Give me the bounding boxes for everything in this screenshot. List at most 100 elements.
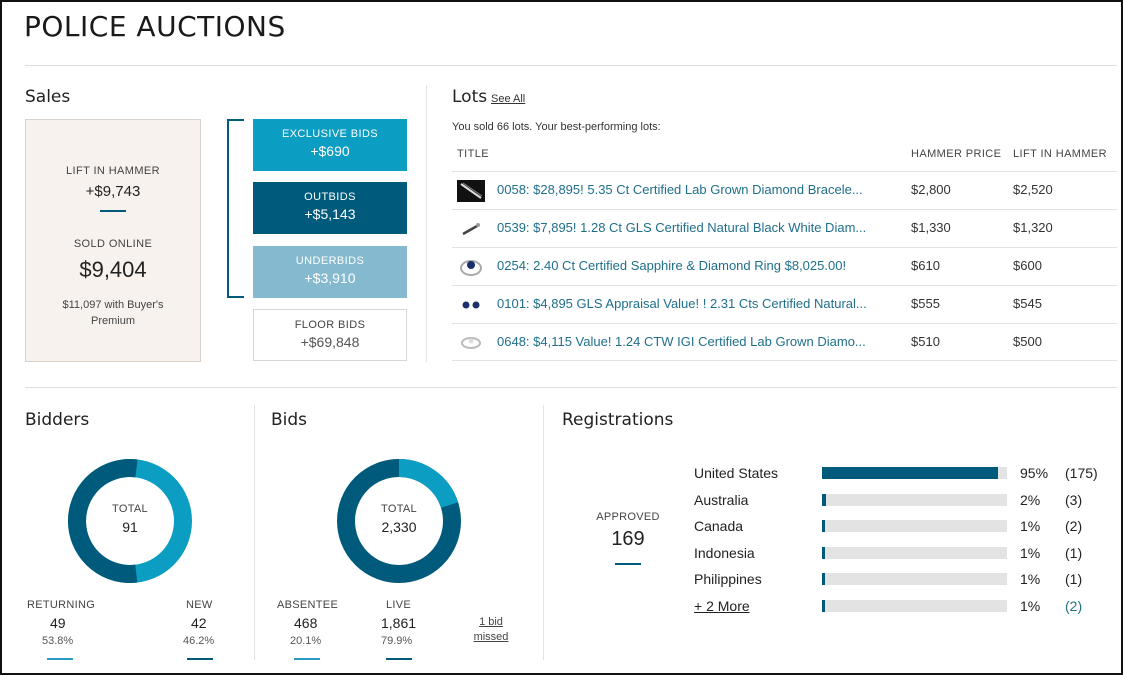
bids-total-label: TOTAL — [381, 503, 417, 515]
registration-pct: 1% — [1020, 518, 1041, 534]
bids-donut-absentee-arc — [337, 459, 461, 583]
registration-bar-fill — [822, 467, 998, 479]
registration-country: Indonesia — [694, 544, 755, 561]
bids-title: Bids — [271, 410, 308, 430]
sales-lots-divider — [426, 85, 427, 362]
new-underline — [187, 658, 213, 660]
bidders-total-value: 91 — [122, 519, 138, 535]
exclusive-bids-label: EXCLUSIVE BIDS — [281, 128, 379, 140]
registration-bar-fill — [822, 546, 825, 559]
underbids-label: UNDERBIDS — [295, 255, 365, 267]
lift-accent-line — [100, 210, 126, 212]
sales-summary-box: LIFT IN HAMMER +$9,743 SOLD ONLINE $9,40… — [25, 119, 201, 362]
outbids-value: +$5,143 — [304, 206, 356, 222]
more-countries-link[interactable]: + 2 More — [694, 597, 750, 614]
live-underline — [386, 658, 412, 660]
lot-title-link[interactable]: 0539: $7,895! 1.28 Ct GLS Certified Natu… — [497, 220, 867, 235]
registration-pct: 1% — [1020, 597, 1041, 614]
new-label: NEW — [186, 599, 213, 611]
page-title: POLICE AUCTIONS — [24, 10, 286, 43]
registration-pct: 95% — [1020, 465, 1049, 481]
exclusive-bids-value: +$690 — [310, 143, 350, 159]
registration-country: Philippines — [694, 571, 762, 587]
column-lift-in-hammer: LIFT IN HAMMER — [1013, 148, 1108, 160]
returning-label: RETURNING — [27, 599, 96, 611]
floor-bids-box: FLOOR BIDS +$69,848 — [253, 309, 407, 361]
lot-lift-in-hammer: $600 — [1013, 258, 1042, 273]
sold-online-label: SOLD ONLINE — [73, 238, 153, 250]
registration-count: (2) — [1065, 597, 1083, 614]
lift-in-hammer-value: +$9,743 — [85, 183, 141, 200]
lift-in-hammer-label: LIFT IN HAMMER — [65, 165, 160, 177]
returning-pct: 53.8% — [42, 635, 74, 647]
ring-icon — [460, 260, 482, 276]
registration-bar — [822, 467, 1007, 479]
table-row[interactable]: 0058: $28,895! 5.35 Ct Certified Lab Gro… — [452, 171, 1117, 209]
bidders-title: Bidders — [25, 410, 90, 430]
floor-bids-label: FLOOR BIDS — [294, 319, 366, 331]
registration-bar — [822, 546, 1007, 559]
new-pct: 46.2% — [183, 635, 215, 647]
lot-lift-in-hammer: $1,320 — [1013, 220, 1053, 235]
lot-hammer-price: $555 — [911, 296, 940, 311]
exclusive-bids-box: EXCLUSIVE BIDS +$690 — [253, 119, 407, 171]
column-hammer-price: HAMMER PRICE — [911, 148, 1002, 160]
lot-title-link[interactable]: 0648: $4,115 Value! 1.24 CTW IGI Certifi… — [497, 334, 866, 349]
bidders-donut — [68, 459, 192, 583]
outbids-box: OUTBIDS +$5,143 — [253, 182, 407, 234]
sold-online-value: $9,404 — [79, 257, 147, 282]
approved-value: 169 — [611, 528, 645, 550]
table-row[interactable]: 0648: $4,115 Value! 1.24 CTW IGI Certifi… — [452, 323, 1117, 361]
bids-bracket — [227, 119, 244, 298]
registration-count: (2) — [1065, 518, 1083, 534]
ring-icon — [461, 337, 481, 349]
absentee-underline — [294, 658, 320, 660]
table-row[interactable]: 0254: 2.40 Ct Certified Sapphire & Diamo… — [452, 247, 1117, 285]
registration-country: Australia — [694, 491, 749, 508]
lot-hammer-price: $510 — [911, 334, 940, 349]
registration-bar — [822, 520, 1007, 532]
lot-title-link[interactable]: 0101: $4,895 GLS Appraisal Value! ! 2.31… — [497, 296, 867, 311]
bids-missed-link[interactable]: 1 bid missed — [473, 616, 509, 643]
lots-summary: You sold 66 lots. Your best-performing l… — [452, 121, 661, 133]
table-row[interactable]: 0539: $7,895! 1.28 Ct GLS Certified Natu… — [452, 209, 1117, 247]
outbids-label: OUTBIDS — [304, 191, 356, 203]
earrings-icon — [462, 301, 480, 309]
registration-country: Canada — [694, 518, 744, 534]
live-pct: 79.9% — [381, 635, 413, 647]
new-value: 42 — [191, 615, 207, 631]
sales-title: Sales — [25, 87, 71, 107]
bracelet-icon — [457, 180, 485, 202]
bidders-total-label: TOTAL — [112, 503, 148, 515]
returning-value: 49 — [50, 615, 66, 631]
lots-title: Lots — [452, 87, 488, 107]
lot-title-link[interactable]: 0254: 2.40 Ct Certified Sapphire & Diamo… — [497, 258, 847, 273]
lot-hammer-price: $2,800 — [911, 182, 951, 197]
registration-count: (1) — [1065, 571, 1083, 587]
registration-bar — [822, 573, 1007, 585]
pendant-icon — [462, 223, 480, 236]
live-value: 1,861 — [381, 615, 417, 631]
lot-lift-in-hammer: $545 — [1013, 296, 1042, 311]
see-all-link[interactable]: See All — [491, 93, 526, 105]
column-title: TITLE — [457, 148, 489, 160]
registration-count: (1) — [1065, 544, 1083, 561]
underbids-box: UNDERBIDS +$3,910 — [253, 246, 407, 298]
registration-pct: 1% — [1020, 544, 1041, 561]
floor-bids-value: +$69,848 — [300, 334, 360, 350]
registration-pct: 1% — [1020, 571, 1041, 587]
lot-hammer-price: $610 — [911, 258, 940, 273]
registration-count: (3) — [1065, 491, 1083, 508]
absentee-pct: 20.1% — [290, 635, 322, 647]
returning-underline — [47, 658, 73, 660]
underbids-value: +$3,910 — [304, 270, 356, 286]
bids-donut — [337, 459, 461, 583]
registration-bar-fill — [822, 520, 825, 532]
lot-hammer-price: $1,330 — [911, 220, 951, 235]
lot-title-link[interactable]: 0058: $28,895! 5.35 Ct Certified Lab Gro… — [497, 182, 863, 197]
table-row[interactable]: 0101: $4,895 GLS Appraisal Value! ! 2.31… — [452, 285, 1117, 323]
registration-bar-fill — [822, 573, 825, 585]
absentee-value: 468 — [294, 615, 318, 631]
live-label: LIVE — [386, 599, 412, 611]
registration-count: (175) — [1065, 465, 1098, 481]
